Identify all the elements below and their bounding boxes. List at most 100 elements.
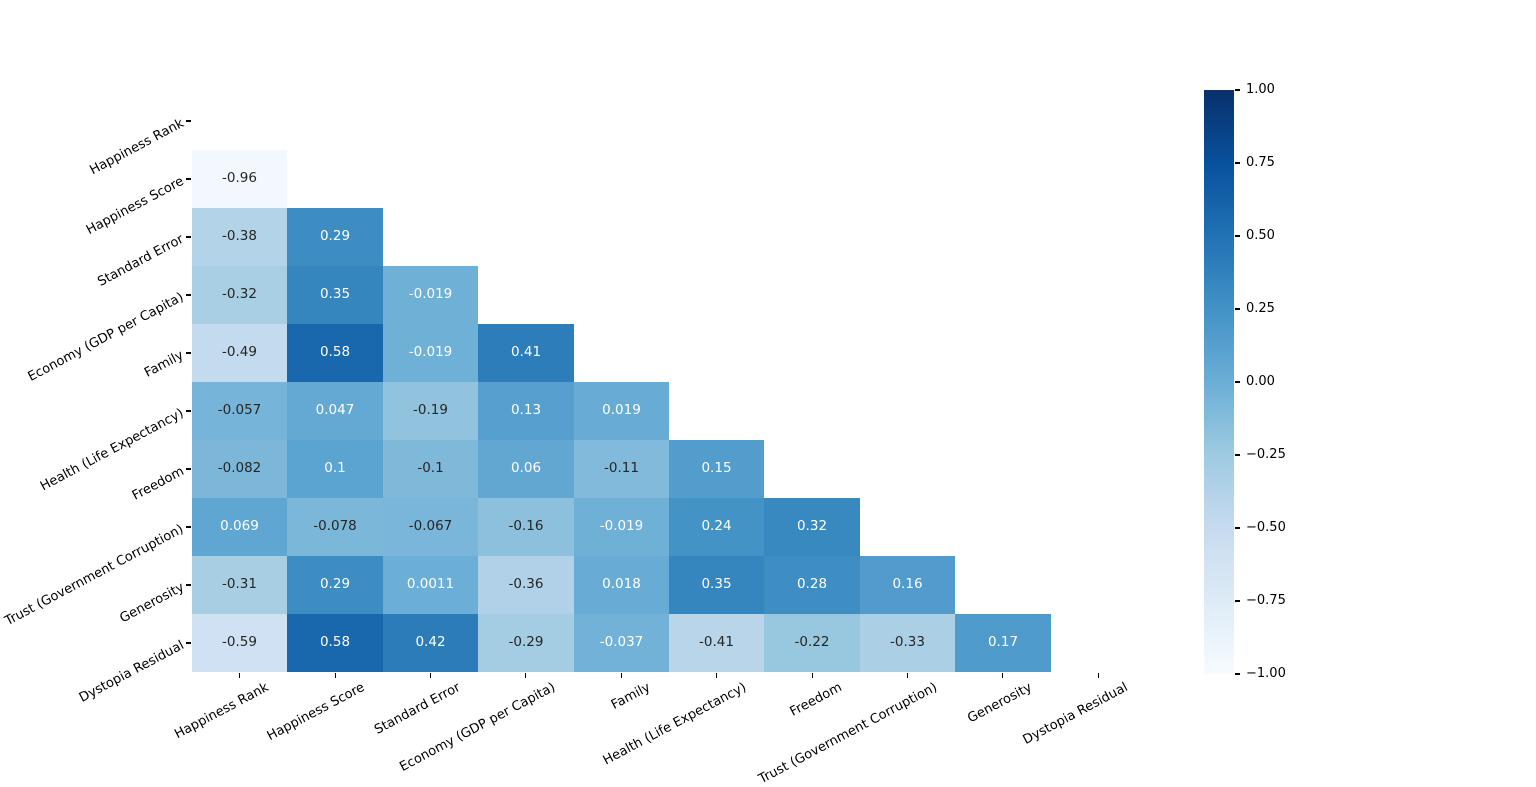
heatmap-cell: 0.069 [192,498,287,556]
heatmap-cell-annotation: 0.29 [319,228,351,245]
colorbar-tick-mark [1235,381,1240,383]
colorbar-tick-mark [1235,454,1240,456]
heatmap-cell: -0.019 [383,324,478,382]
heatmap-cell: -0.16 [478,498,574,556]
x-tick-label-freedom: Freedom [787,680,845,720]
heatmap-cell-annotation: -0.33 [890,634,925,651]
heatmap-cell: 0.35 [669,556,764,614]
y-axis-tick-mark [186,294,191,296]
heatmap-cell: -0.057 [192,382,287,440]
y-axis-tick-mark [186,642,191,644]
colorbar-tick-mark [1235,89,1240,91]
colorbar-tick-mark [1235,162,1240,164]
colorbar-tick-label: 0.75 [1246,155,1275,170]
x-tick-label-economy-gdp-per-capita: Economy (GDP per Capita) [397,680,558,775]
heatmap-cell-annotation: -0.037 [599,634,644,651]
x-axis-tick-mark [334,673,336,678]
heatmap-cell-annotation: -0.019 [599,518,644,535]
y-axis-tick-mark [186,584,191,586]
heatmap-cell-annotation: 0.16 [892,576,923,593]
heatmap-cell-annotation: 0.019 [602,402,641,419]
heatmap-cell: 0.019 [574,382,669,440]
heatmap-cell-annotation: 0.17 [987,634,1019,651]
heatmap-cell-annotation: 0.06 [510,460,542,477]
y-tick-label-freedom: Freedom [129,463,187,504]
heatmap-cell-annotation: 0.018 [602,576,641,593]
x-axis-tick-mark [1097,673,1099,678]
heatmap-cell: 0.29 [287,208,383,266]
x-axis-tick-mark [1002,673,1004,678]
heatmap-cell: -0.33 [860,614,955,672]
y-axis-tick-mark [186,468,191,470]
y-tick-label-happiness-rank: Happiness Rank [87,115,187,179]
colorbar-tick-label: 1.00 [1246,82,1275,97]
y-tick-label-dystopia-residual: Dystopia Residual [76,637,187,706]
heatmap-cell-annotation: 0.35 [319,286,351,303]
y-axis-tick-mark [186,352,191,354]
heatmap-cell: -0.082 [192,440,287,498]
heatmap-cell: -0.019 [383,266,478,324]
y-tick-label-generosity: Generosity [116,579,187,627]
x-axis-tick-mark [716,673,718,678]
colorbar-tick-label: 0.00 [1246,374,1275,389]
heatmap-cell: 0.16 [860,556,955,614]
heatmap-cell: -0.11 [574,440,669,498]
heatmap-cell-annotation: 0.047 [315,402,355,419]
heatmap-cell: 0.58 [287,324,383,382]
heatmap-cell-annotation: -0.1 [417,460,444,477]
x-tick-label-happiness-rank: Happiness Rank [172,680,272,743]
colorbar-tick-label: −0.50 [1246,520,1286,535]
heatmap-cell: -0.31 [192,556,287,614]
x-axis-tick-mark [906,673,909,678]
heatmap-cell: 0.06 [478,440,574,498]
heatmap-cell: 0.24 [669,498,764,556]
x-tick-label-trust-government-corruption: Trust (Government Corruption) [756,680,940,787]
correlation-heatmap-figure: -0.96 -0.38 0.29 -0.32 0.35 -0.019 -0.49 0.58 -0… [2,82,1286,787]
x-axis-tick-mark [429,673,432,678]
heatmap-cell: -0.29 [478,614,574,672]
heatmap-cell-annotation: 0.0011 [406,576,455,593]
y-axis-tick-mark [186,236,191,238]
colorbar-tick-mark [1235,600,1240,602]
heatmap-cell-annotation: 0.29 [319,576,351,593]
heatmap-cell: 0.42 [383,614,478,672]
heatmap-cell-annotation: -0.019 [408,286,453,303]
x-tick-label-generosity: Generosity [965,680,1035,727]
heatmap-cell: -0.59 [192,614,287,672]
heatmap-cell: 0.32 [764,498,860,556]
x-tick-label-happiness-score: Happiness Score [264,680,368,745]
x-axis-tick-mark [525,673,527,678]
heatmap-cell: 0.15 [669,440,764,498]
heatmap-cell: -0.49 [192,324,287,382]
y-tick-label-happiness-score: Happiness Score [83,173,187,238]
y-axis-tick-mark [186,178,191,180]
heatmap-cell-annotation: -0.22 [794,634,830,651]
y-axis-tick-mark [186,410,191,412]
heatmap-cell-annotation: -0.59 [222,634,257,651]
colorbar-gradient [1204,90,1234,674]
x-tick-label-standard-error: Standard Error [371,680,463,738]
heatmap-cell-annotation: 0.13 [510,402,542,419]
heatmap-cell: -0.36 [478,556,574,614]
heatmap-cell: 0.35 [287,266,383,324]
heatmap-cell: -0.32 [192,266,287,324]
heatmap-cell-annotation: 0.41 [510,344,542,361]
heatmap-cell: 0.047 [287,382,383,440]
heatmap-cell-annotation: -0.11 [604,460,639,477]
heatmap-cell-annotation: 0.1 [324,460,346,477]
heatmap-cell-annotation: -0.067 [408,518,453,535]
y-tick-label-trust-government-corruption: Trust (Government Corruption) [2,521,187,630]
heatmap-cell-annotation: 0.24 [701,518,732,535]
heatmap-cell-annotation: -0.019 [408,344,453,361]
colorbar-tick-label: 0.25 [1246,301,1275,316]
colorbar-tick-label: 0.50 [1246,228,1275,243]
heatmap-cell-annotation: -0.31 [222,576,257,593]
heatmap-cell: -0.1 [383,440,478,498]
x-axis-tick-mark [620,673,622,678]
heatmap-cell-annotation: 0.58 [319,344,351,361]
heatmap-cell-annotation: 0.35 [701,576,732,593]
heatmap-cell: -0.037 [574,614,669,672]
heatmap-cell-annotation: -0.29 [508,634,544,651]
heatmap-cell-annotation: -0.36 [508,576,544,593]
heatmap-cell-annotation: -0.96 [222,170,257,187]
